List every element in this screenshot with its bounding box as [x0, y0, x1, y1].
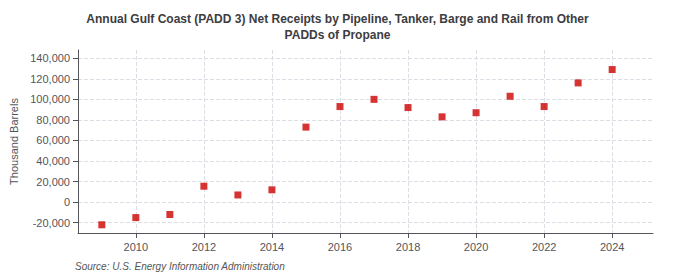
svg-text:Thousand Barrels: Thousand Barrels [8, 98, 20, 185]
svg-text:40,000: 40,000 [36, 155, 70, 167]
svg-text:2014: 2014 [260, 241, 284, 253]
svg-text:2020: 2020 [464, 241, 488, 253]
svg-text:2018: 2018 [396, 241, 420, 253]
svg-text:2024: 2024 [600, 241, 624, 253]
svg-text:2012: 2012 [192, 241, 216, 253]
svg-text:20,000: 20,000 [36, 176, 70, 188]
svg-text:Annual Gulf Coast (PADD 3) Net: Annual Gulf Coast (PADD 3) Net Receipts … [86, 12, 589, 26]
svg-text:60,000: 60,000 [36, 134, 70, 146]
svg-text:0: 0 [64, 196, 70, 208]
svg-text:100,000: 100,000 [30, 93, 70, 105]
svg-text:2022: 2022 [532, 241, 556, 253]
svg-text:-20,000: -20,000 [33, 217, 70, 229]
svg-text:80,000: 80,000 [36, 114, 70, 126]
svg-text:140,000: 140,000 [30, 52, 70, 64]
svg-text:2016: 2016 [328, 241, 352, 253]
svg-text:120,000: 120,000 [30, 73, 70, 85]
svg-text:Source: U.S. Energy Informatio: Source: U.S. Energy Information Administ… [75, 261, 285, 272]
svg-text:2010: 2010 [124, 241, 148, 253]
svg-text:PADDs of Propane: PADDs of Propane [285, 28, 391, 42]
